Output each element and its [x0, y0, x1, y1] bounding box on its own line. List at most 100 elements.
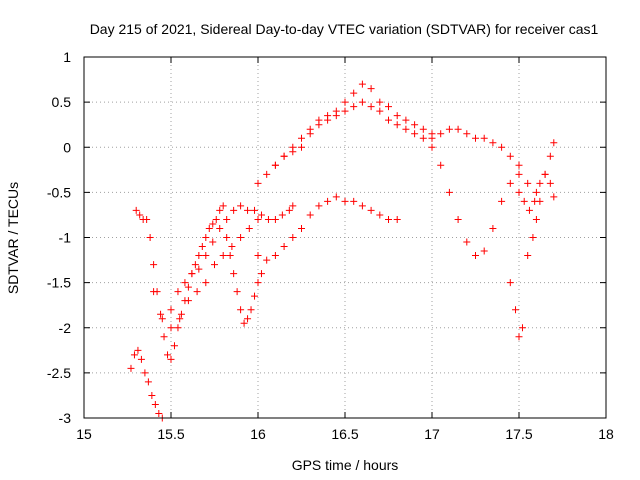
- data-point: [226, 252, 234, 260]
- data-point: [245, 224, 253, 232]
- data-point: [191, 261, 199, 269]
- data-point: [454, 125, 462, 133]
- data-point: [254, 215, 262, 223]
- data-point: [141, 369, 149, 377]
- data-point: [480, 134, 488, 142]
- chart-title: Day 215 of 2021, Sidereal Day-to-day VTE…: [90, 21, 599, 37]
- data-point: [536, 179, 544, 187]
- data-point: [332, 107, 340, 115]
- data-point: [271, 161, 279, 169]
- data-point: [419, 125, 427, 133]
- data-point: [411, 130, 419, 138]
- data-point: [136, 211, 144, 219]
- data-point: [428, 143, 436, 151]
- x-axis-label: GPS time / hours: [292, 457, 399, 473]
- data-point: [209, 220, 217, 228]
- data-points: [127, 80, 558, 422]
- data-point: [174, 288, 182, 296]
- data-point: [263, 170, 271, 178]
- data-point: [219, 252, 227, 260]
- data-point: [254, 252, 262, 260]
- data-point: [472, 134, 479, 142]
- data-point: [520, 197, 528, 205]
- data-point: [437, 130, 445, 138]
- data-point: [546, 152, 554, 160]
- data-point: [257, 211, 265, 219]
- x-tick-label: 16: [250, 426, 266, 442]
- data-point: [529, 234, 537, 241]
- data-point: [209, 238, 217, 246]
- data-point: [324, 112, 332, 120]
- y-tick-label: -0.5: [47, 184, 71, 200]
- data-point: [480, 247, 488, 255]
- y-tick-label: -1: [59, 230, 72, 246]
- data-point: [170, 342, 178, 350]
- data-point: [264, 215, 272, 223]
- data-point: [247, 306, 255, 314]
- data-point: [402, 125, 410, 133]
- data-point: [411, 121, 419, 129]
- data-point: [143, 215, 151, 223]
- data-point: [160, 333, 168, 341]
- data-point: [385, 215, 392, 223]
- data-point: [289, 202, 297, 210]
- data-point: [525, 206, 533, 214]
- data-point: [181, 279, 189, 287]
- x-tick-label: 16.5: [331, 426, 358, 442]
- y-tick-label: -1.5: [47, 275, 71, 291]
- axis-ticks: 15 15.5 16 16.5 17 17.5 18 -3 -2.5 -2 -1.5 -1 -0.5 0 0…: [47, 49, 614, 442]
- data-point: [289, 143, 297, 151]
- data-point: [385, 116, 392, 124]
- grid-lines: [84, 57, 606, 418]
- data-point: [428, 130, 436, 138]
- data-point: [176, 315, 184, 323]
- data-point: [150, 261, 158, 269]
- data-point: [358, 98, 366, 106]
- data-point: [285, 206, 293, 214]
- data-point: [195, 252, 203, 260]
- data-point: [278, 211, 286, 219]
- y-axis-label: SDTVAR / TECUs: [5, 182, 21, 294]
- data-point: [254, 279, 262, 287]
- data-point: [280, 152, 288, 160]
- data-point: [132, 206, 140, 214]
- data-point: [280, 243, 288, 251]
- data-point: [393, 112, 401, 120]
- data-point: [358, 202, 366, 210]
- data-point: [341, 98, 349, 106]
- data-point: [271, 252, 279, 260]
- data-point: [263, 256, 271, 264]
- data-point: [315, 116, 323, 124]
- data-point: [167, 355, 175, 363]
- data-point: [150, 288, 158, 296]
- data-point: [298, 134, 305, 142]
- data-point: [332, 193, 340, 201]
- series-group: [254, 193, 401, 264]
- data-point: [454, 215, 462, 223]
- data-point: [230, 270, 238, 278]
- data-point: [184, 283, 192, 291]
- series-group: [150, 215, 262, 332]
- data-point: [550, 193, 558, 201]
- data-point: [376, 98, 384, 106]
- data-point: [202, 252, 210, 260]
- series-group: [127, 346, 166, 422]
- data-point: [144, 378, 152, 386]
- data-point: [157, 310, 165, 318]
- data-point: [445, 125, 453, 133]
- data-point: [251, 292, 259, 300]
- data-point: [167, 306, 175, 314]
- data-point: [127, 364, 135, 372]
- data-point: [289, 234, 297, 241]
- data-point: [212, 215, 220, 223]
- data-point: [498, 143, 506, 151]
- x-tick-label: 15: [76, 426, 92, 442]
- data-point: [254, 179, 262, 187]
- y-tick-label: 0.5: [52, 94, 72, 110]
- data-point: [546, 179, 554, 187]
- data-point: [515, 161, 523, 169]
- data-point: [515, 188, 523, 196]
- data-point: [402, 116, 410, 124]
- data-point: [306, 211, 314, 219]
